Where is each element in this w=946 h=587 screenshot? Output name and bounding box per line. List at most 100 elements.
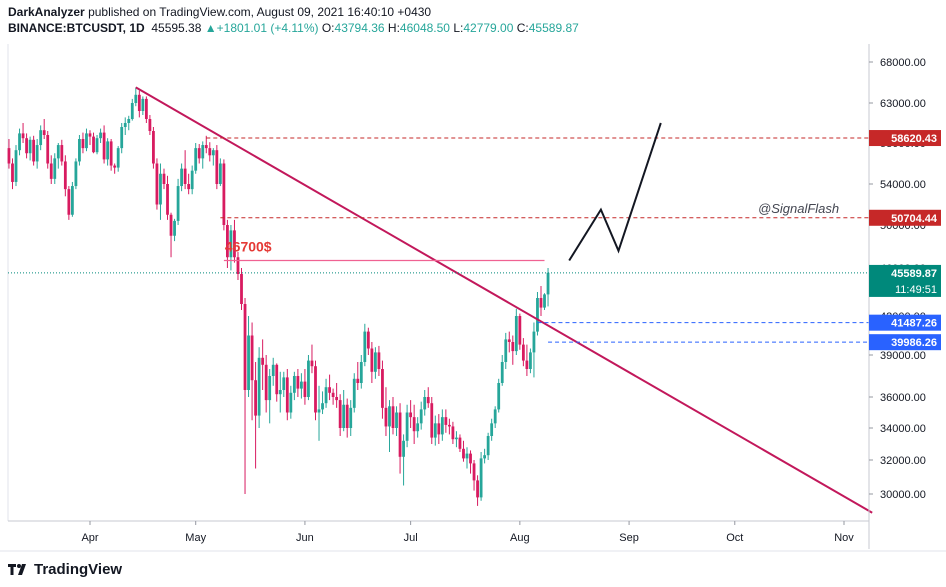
- candle-body: [197, 148, 201, 159]
- candle-body: [310, 360, 314, 367]
- candle-body: [292, 376, 296, 393]
- x-tick-label: Nov: [834, 532, 854, 544]
- candle-body: [211, 150, 215, 156]
- candle-body: [314, 366, 317, 413]
- candle-body: [536, 298, 539, 332]
- candle-body: [388, 406, 391, 427]
- candle-body: [465, 453, 469, 459]
- candle-body: [201, 145, 205, 159]
- candle-body: [430, 403, 434, 438]
- candle-body: [92, 136, 95, 153]
- projection-path: [568, 122, 662, 262]
- candle-body: [67, 189, 71, 215]
- candle-body: [74, 161, 78, 187]
- candle-body: [148, 119, 152, 131]
- current-price-countdown: 11:49:51: [895, 284, 937, 296]
- candle-body: [152, 131, 155, 164]
- candle-body: [35, 145, 39, 162]
- candle-body: [278, 390, 282, 395]
- candle-body: [546, 272, 550, 295]
- candle-body: [113, 165, 117, 168]
- candle-body: [518, 316, 522, 345]
- candle-body: [317, 409, 321, 413]
- candle-body: [405, 412, 409, 441]
- open-label: O:: [321, 21, 335, 35]
- candle-body: [144, 98, 148, 119]
- candle-body: [458, 437, 462, 449]
- candle-body: [18, 133, 21, 151]
- candle-body: [451, 426, 455, 440]
- candle-body: [500, 362, 504, 383]
- candle-body: [261, 357, 265, 365]
- candle-body: [469, 453, 472, 464]
- y-tick-label: 34000.00: [880, 423, 926, 435]
- resistance-58620-price-tag: [869, 130, 941, 147]
- x-tick-label: Aug: [510, 532, 530, 544]
- price-change: +1801.01 (+4.11%): [216, 21, 319, 35]
- change-arrow-icon: ▲: [204, 21, 217, 35]
- candle-body: [275, 364, 279, 395]
- candle-body: [254, 380, 257, 416]
- candle-body: [419, 409, 423, 424]
- candle-body: [296, 376, 300, 389]
- published-text: published on TradingView.com, August 09,…: [88, 5, 432, 19]
- chart-header: DarkAnalyzer published on TradingView.co…: [8, 4, 579, 36]
- last-price: 45595.38: [151, 21, 202, 35]
- tradingview-brand[interactable]: TradingView: [34, 560, 123, 578]
- resistance-58620-price-value: 58620.43: [891, 133, 937, 145]
- candle-body: [155, 163, 159, 205]
- candle-body: [78, 139, 81, 162]
- candle-body: [328, 387, 331, 393]
- candle-body: [285, 377, 289, 413]
- close-value: 45589.87: [528, 21, 579, 35]
- candle-body: [271, 364, 275, 376]
- y-tick-label: 39000.00: [880, 350, 926, 362]
- x-tick-label: May: [185, 532, 206, 544]
- author-name[interactable]: DarkAnalyzer: [8, 5, 85, 19]
- candle-body: [543, 294, 546, 308]
- candle-body: [497, 383, 501, 410]
- candle-body: [120, 127, 124, 149]
- x-tick-label: Sep: [619, 532, 639, 544]
- candle-body: [190, 170, 194, 190]
- descending-trendline: [135, 86, 873, 514]
- candle-body: [321, 403, 324, 410]
- candle-body: [130, 103, 134, 119]
- candle-body: [88, 133, 92, 137]
- candle-body: [176, 186, 180, 221]
- candle-body: [141, 98, 145, 111]
- candle-body: [173, 220, 176, 236]
- candle-body: [250, 335, 254, 381]
- candle-body: [289, 392, 293, 413]
- candle-body: [39, 130, 43, 146]
- candle-body: [525, 360, 529, 369]
- x-tick-label: Apr: [81, 532, 98, 544]
- candle-body: [342, 404, 346, 428]
- candle-body: [307, 360, 310, 397]
- current-price-value: 45589.87: [891, 268, 937, 280]
- candle-body: [426, 397, 430, 404]
- symbol-label[interactable]: BINANCE:BTCUSDT, 1D: [8, 21, 145, 35]
- candle-body: [60, 145, 64, 162]
- candle-body: [236, 257, 240, 274]
- candle-body: [345, 404, 349, 428]
- y-tick-label: 32000.00: [880, 455, 926, 467]
- candle-body: [493, 409, 497, 424]
- candle-body: [32, 139, 36, 162]
- drawings: 46700$ @SignalFlash: [8, 86, 873, 514]
- candle-body: [7, 148, 11, 164]
- candle-body: [437, 423, 441, 435]
- candle-body: [208, 148, 212, 156]
- candle-body: [222, 163, 226, 225]
- candle-body: [81, 139, 85, 149]
- candle-body: [11, 163, 14, 182]
- level-46700-label: 46700$: [225, 238, 272, 254]
- candle-body: [416, 423, 420, 432]
- candle-body: [440, 417, 444, 435]
- candle-body: [102, 132, 106, 160]
- candle-body: [363, 331, 367, 362]
- candle-body: [116, 148, 120, 168]
- candle-body: [303, 381, 307, 397]
- candle-body: [356, 378, 360, 383]
